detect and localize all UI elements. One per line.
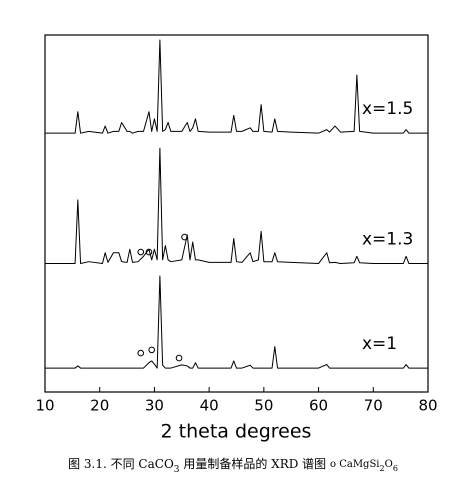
x-tick-label: 10	[35, 397, 54, 415]
x-tick-label: 60	[309, 397, 328, 415]
phase-marker	[137, 349, 145, 357]
x-tick-label: 80	[418, 397, 437, 415]
caption-text: 3	[174, 465, 180, 475]
phase-marker	[148, 346, 155, 354]
caption-text: 6	[393, 464, 398, 473]
series-label: x=1	[362, 334, 397, 354]
plot-frame	[44, 34, 429, 393]
caption-text: 图 3.1. 不同 CaCO	[68, 457, 174, 471]
caption-text: o CaMgSi	[330, 459, 380, 470]
x-tick-label: 70	[364, 397, 383, 415]
x-tick-label: 30	[145, 397, 164, 415]
x-axis-label: 2 theta degrees	[161, 421, 312, 443]
xrd-pattern	[45, 39, 428, 134]
caption-text: 2	[380, 464, 385, 473]
x-tick-label: 20	[90, 397, 109, 415]
caption-text: O	[385, 459, 393, 470]
phase-marker	[175, 354, 183, 362]
caption-text: 用量制备样品的 XRD 谱图	[180, 456, 330, 471]
xrd-pattern	[45, 275, 428, 369]
series-label: x=1.3	[362, 229, 413, 249]
x-tick-label: 40	[200, 397, 219, 415]
phase-marker	[181, 233, 188, 241]
phase-marker	[137, 248, 145, 256]
x-tick-label: 50	[254, 397, 273, 415]
xrd-pattern	[45, 147, 428, 264]
phase-marker	[145, 248, 153, 256]
series-label: x=1.5	[362, 99, 413, 119]
caption: 图 3.1. 不同 CaCO3 用量制备样品的 XRD 谱图 o CaMgSi2…	[68, 456, 398, 475]
